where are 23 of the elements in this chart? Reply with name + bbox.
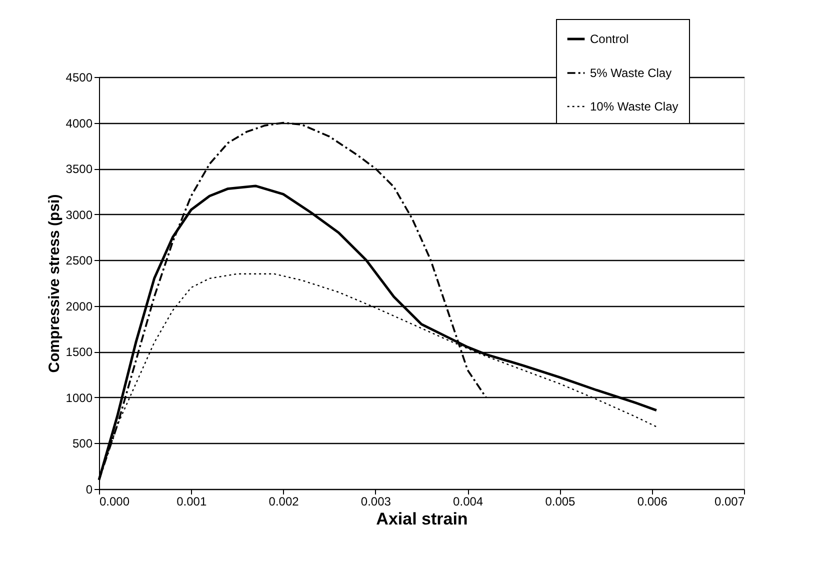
legend-label: Control [590, 32, 629, 46]
x-tick-label: 0.000 [100, 494, 130, 508]
y-tick-label: 2500 [66, 254, 93, 268]
legend-label: 5% Waste Clay [590, 66, 672, 80]
x-tick-label: 0.001 [176, 494, 207, 508]
y-tick-label: 1500 [66, 345, 93, 360]
x-axis-title: Axial strain [376, 510, 468, 528]
y-tick-label: 4000 [66, 116, 93, 130]
y-tick-label: 2000 [66, 299, 93, 314]
y-tick-label: 1000 [66, 390, 93, 405]
x-tick-label: 0.002 [268, 494, 300, 508]
legend-label: 10% Waste Clay [590, 100, 678, 114]
y-tick-label: 500 [72, 436, 93, 451]
y-tick-label: 4500 [66, 70, 93, 84]
y-axis-title: Compressive stress (psi) [46, 194, 63, 373]
x-tick-label: 0.003 [360, 494, 392, 508]
y-tick-label: 3000 [66, 208, 93, 222]
y-tick-label: 0 [86, 482, 93, 496]
y-tick-label: 3500 [66, 162, 93, 176]
x-tick-label: 0.004 [453, 494, 484, 508]
x-tick-label: 0.005 [545, 494, 576, 508]
x-tick-label: 0.007 [714, 494, 745, 508]
x-tick-label: 0.006 [637, 494, 668, 508]
